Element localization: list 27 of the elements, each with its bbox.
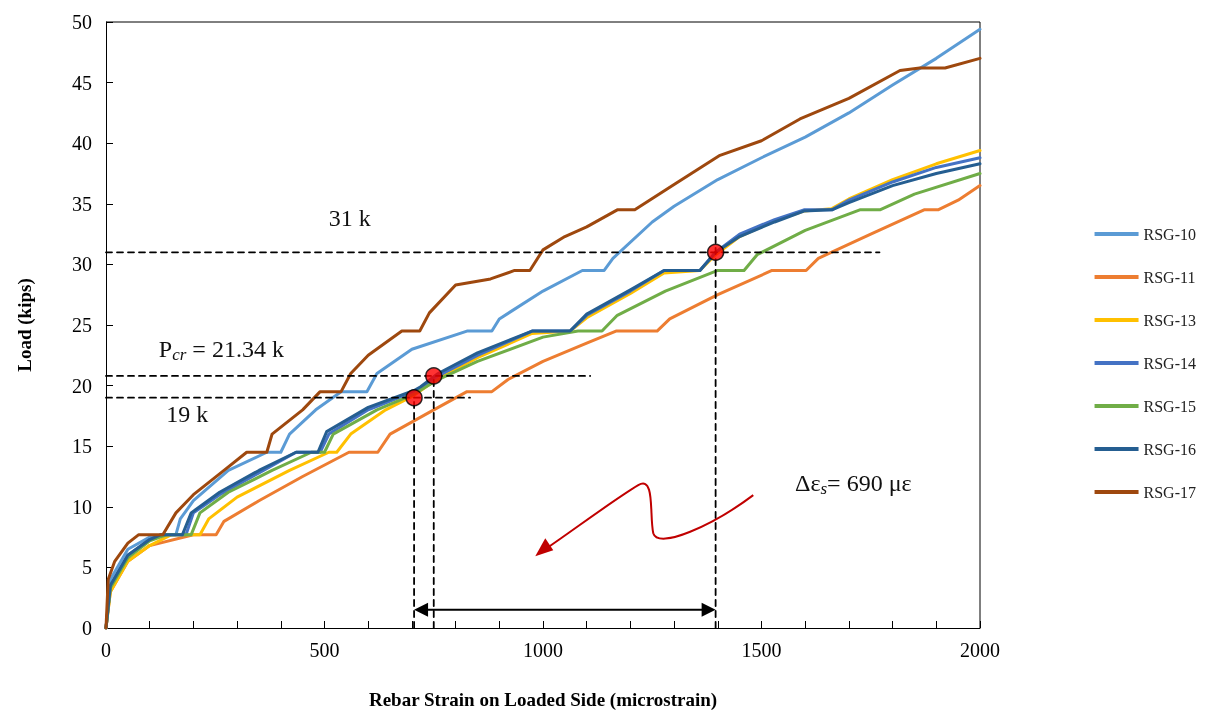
y-tick-label: 20 bbox=[72, 374, 92, 397]
y-tick-label: 50 bbox=[72, 11, 92, 33]
legend-label: RSG-14 bbox=[1143, 354, 1196, 372]
y-tick-label: 45 bbox=[72, 71, 92, 94]
y-tick-label: 5 bbox=[82, 556, 92, 579]
y-axis-title: Load (kips) bbox=[14, 278, 36, 372]
y-tick-label: 25 bbox=[72, 314, 92, 336]
annotation: 31 k bbox=[328, 204, 371, 231]
y-tick-label: 35 bbox=[72, 192, 92, 215]
x-tick-label: 1500 bbox=[741, 639, 782, 661]
x-tick-label: 0 bbox=[101, 639, 111, 661]
y-tick-label: 40 bbox=[72, 132, 92, 155]
legend-label: RSG-16 bbox=[1143, 440, 1196, 458]
y-tick-label: 30 bbox=[72, 253, 92, 276]
y-tick-label: 10 bbox=[72, 495, 92, 518]
x-tick-label: 2000 bbox=[960, 639, 1000, 661]
legend-label: RSG-17 bbox=[1143, 483, 1196, 501]
legend-label: RSG-11 bbox=[1143, 268, 1196, 286]
legend-label: RSG-15 bbox=[1143, 397, 1196, 415]
x-tick-label: 500 bbox=[309, 639, 340, 661]
x-axis-title: Rebar Strain on Loaded Side (microstrain) bbox=[368, 689, 718, 711]
legend-label: RSG-10 bbox=[1143, 225, 1196, 243]
x-tick-label: 1000 bbox=[523, 639, 563, 661]
legend-label: RSG-13 bbox=[1143, 311, 1196, 329]
y-tick-label: 15 bbox=[72, 435, 92, 458]
annotation: 19 k bbox=[166, 401, 209, 428]
y-tick-label: 0 bbox=[82, 617, 92, 639]
